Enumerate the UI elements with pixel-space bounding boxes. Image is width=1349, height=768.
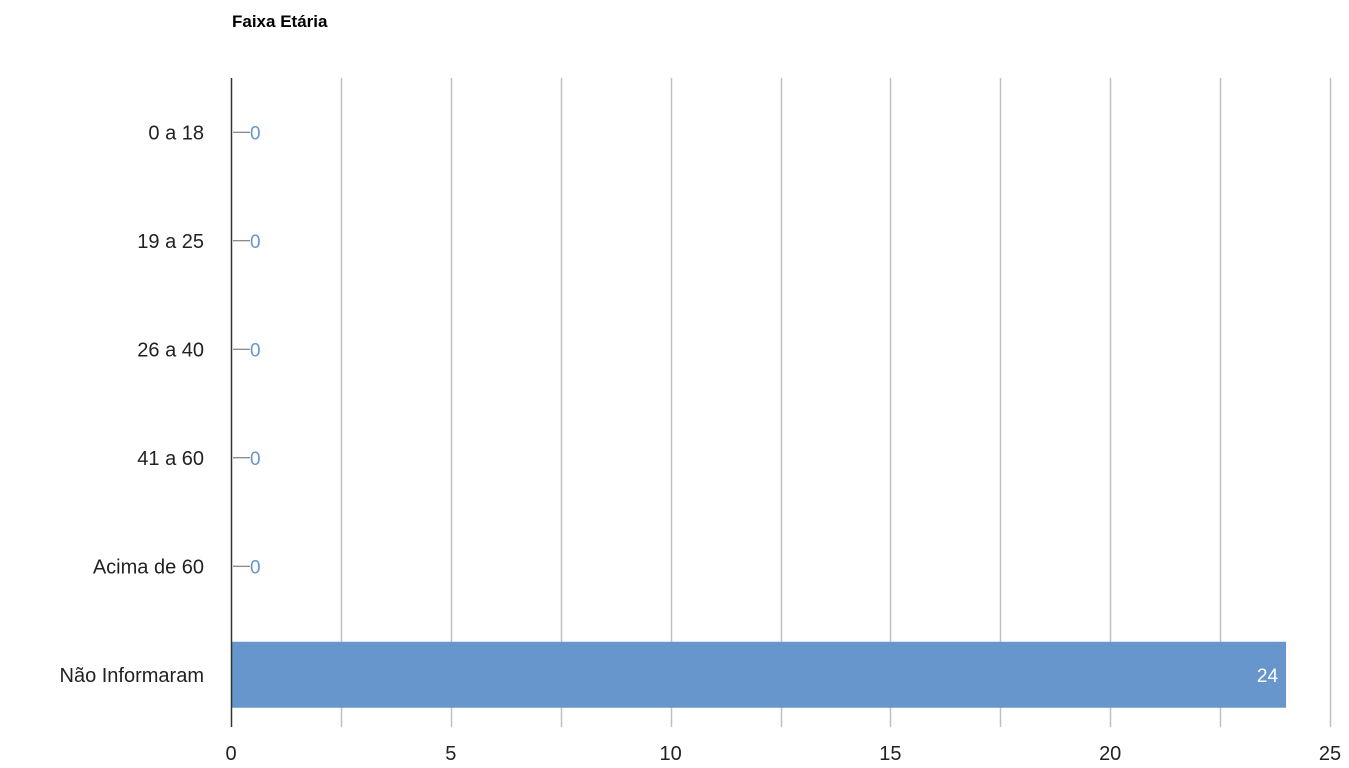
data-label: 0 — [250, 557, 261, 578]
x-tick-label: 20 — [1099, 743, 1121, 765]
data-label: 0 — [250, 340, 261, 361]
data-label: 0 — [250, 232, 261, 253]
x-tick-label: 15 — [879, 743, 901, 765]
category-label: 26 a 40 — [137, 339, 204, 361]
data-label: 0 — [250, 449, 261, 470]
x-tick-label: 5 — [445, 743, 456, 765]
data-label: 0 — [250, 123, 261, 144]
chart-title: Faixa Etária — [232, 12, 328, 31]
x-tick-label: 10 — [659, 743, 681, 765]
category-label: 0 a 18 — [148, 122, 204, 144]
x-tick-label: 25 — [1319, 743, 1341, 765]
category-label: 41 a 60 — [137, 448, 204, 470]
category-label: Não Informaram — [60, 665, 205, 687]
x-tick-label: 0 — [225, 743, 236, 765]
category-label: 19 a 25 — [137, 231, 204, 253]
category-label: Acima de 60 — [93, 556, 204, 578]
data-label: 24 — [1257, 666, 1279, 687]
bar — [231, 641, 1287, 708]
